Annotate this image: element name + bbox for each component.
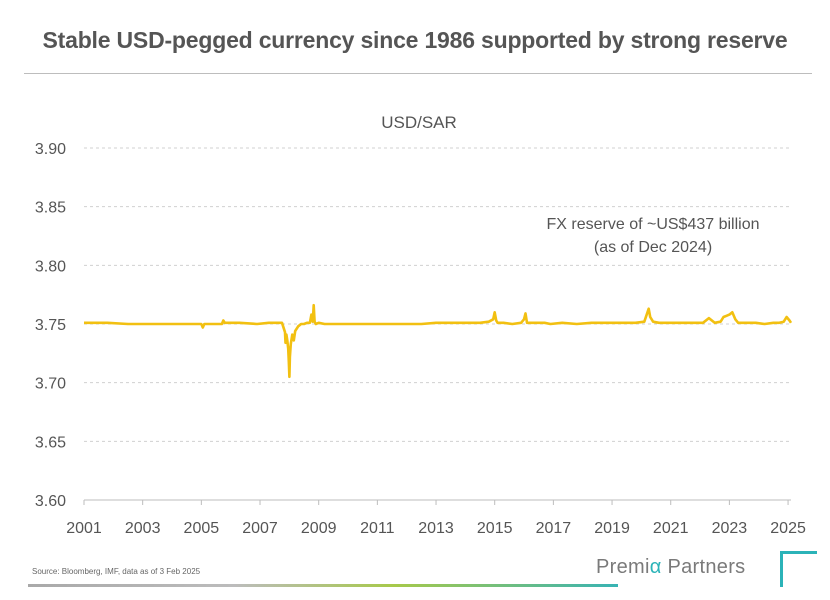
x-tick-label: 2005 (184, 520, 220, 537)
y-tick-label: 3.65 (35, 434, 66, 451)
y-tick-label: 3.60 (35, 493, 66, 510)
x-tick-label: 2013 (418, 520, 454, 537)
title-divider (24, 73, 812, 74)
y-tick-label: 3.90 (35, 141, 66, 158)
x-tick-label: 2015 (477, 520, 513, 537)
logo-text-1: Premi (596, 556, 650, 578)
x-tick-label: 2019 (594, 520, 630, 537)
footer-gradient-bar (28, 584, 618, 587)
chart-series (84, 303, 793, 379)
chart-gridlines (84, 147, 791, 442)
y-tick-label: 3.75 (35, 317, 66, 334)
y-axis-ticks: 3.60 3.65 3.70 3.75 3.80 3.85 3.90 (35, 141, 66, 510)
x-tick-label: 2003 (125, 520, 161, 537)
corner-bracket-side (780, 551, 783, 587)
x-tick-label: 2001 (66, 520, 102, 537)
chart-title: USD/SAR (381, 113, 457, 132)
source-note: Source: Bloomberg, IMF, data as of 3 Feb… (32, 567, 201, 576)
x-tick-label: 2011 (360, 520, 395, 537)
logo-text-2: Partners (661, 556, 746, 578)
premia-partners-logo: Premiα Partners (596, 556, 745, 579)
y-tick-label: 3.85 (35, 200, 66, 217)
y-tick-label: 3.70 (35, 376, 66, 393)
logo-alpha: α (649, 556, 662, 578)
x-tick-label: 2007 (242, 520, 278, 537)
usd-sar-series-line (84, 303, 793, 379)
x-tick-label: 2009 (301, 520, 337, 537)
x-tick-label: 2025 (770, 520, 806, 537)
page-title: Stable USD-pegged currency since 1986 su… (42, 27, 788, 53)
corner-bracket-top (780, 551, 817, 554)
annotation-line2: (as of Dec 2024) (594, 239, 712, 256)
x-axis: 2001 2003 2005 2007 2009 2011 2013 2015 2017 2019… (66, 499, 806, 537)
y-tick-label: 3.80 (35, 258, 66, 275)
x-tick-label: 2017 (536, 520, 572, 537)
annotation-line1: FX reserve of ~US$437 billion (547, 216, 760, 233)
x-tick-label: 2021 (653, 520, 689, 537)
x-tick-label: 2023 (712, 520, 748, 537)
